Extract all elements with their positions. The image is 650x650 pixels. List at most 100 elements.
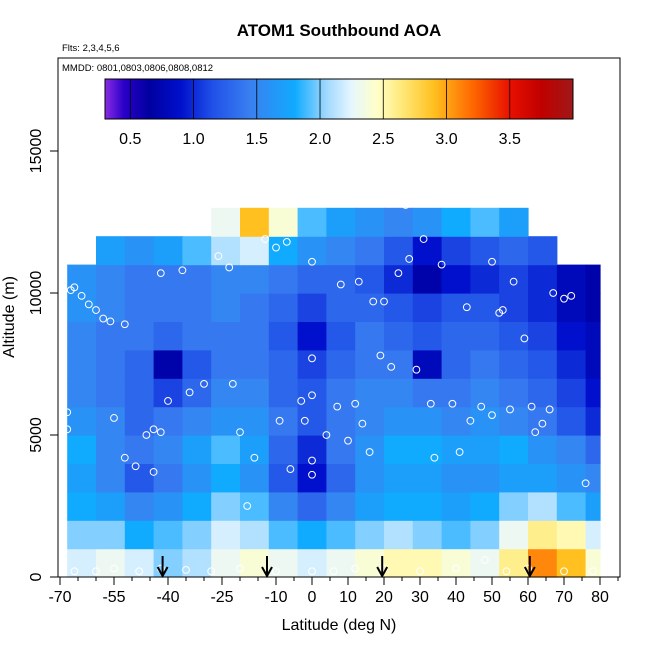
heatmap-cell — [585, 349, 601, 379]
heatmap-cell — [240, 264, 270, 294]
heatmap-cell — [355, 293, 385, 322]
heatmap-cell — [441, 491, 471, 521]
latitude-arrow — [523, 556, 536, 579]
heatmap-cell — [556, 435, 587, 464]
heatmap-cell — [441, 293, 471, 322]
heatmap-cell — [384, 406, 414, 436]
heatmap-cell — [153, 236, 183, 266]
heatmap-cell — [499, 321, 529, 351]
sample-marker — [182, 566, 190, 574]
colorbar-tick-label: 0.5 — [119, 131, 141, 148]
heatmap-cell — [326, 520, 356, 550]
heatmap-cell — [499, 293, 529, 322]
x-tick-label: 20 — [375, 589, 393, 606]
sample-marker — [297, 397, 306, 405]
sample-marker — [236, 564, 244, 573]
sample-marker — [560, 567, 568, 576]
sample-marker — [567, 291, 576, 300]
heatmap-cell — [124, 435, 155, 464]
heatmap-cell — [355, 463, 385, 493]
colorbar-tick-label: 2.0 — [309, 131, 331, 148]
sample-marker — [164, 397, 172, 405]
heatmap-cell — [556, 463, 587, 493]
sample-marker — [412, 365, 421, 374]
sample-marker — [84, 300, 93, 309]
x-tick-label: -40 — [156, 589, 179, 606]
x-tick-label: 70 — [555, 589, 573, 606]
heatmap-cell — [268, 520, 299, 550]
heatmap-cell — [153, 321, 183, 351]
heatmap-cell — [182, 264, 212, 294]
sample-marker — [588, 567, 597, 576]
heatmap-cell — [585, 321, 601, 351]
heatmap-cell — [211, 463, 241, 493]
heatmap-cell — [441, 264, 471, 294]
heatmap-cell — [153, 264, 183, 294]
heatmap-cell — [96, 520, 126, 550]
heatmap-cell — [441, 406, 471, 436]
heatmap-cell — [124, 264, 155, 294]
heatmap-cell — [585, 435, 601, 464]
colorbar-tick-label: 1.5 — [246, 131, 268, 148]
heatmap-cell — [268, 378, 299, 408]
heatmap-cell — [528, 236, 558, 266]
heatmap-cell — [355, 321, 385, 351]
sample-marker — [430, 453, 439, 462]
heatmap-cell — [326, 406, 356, 436]
heatmap-cell — [297, 548, 327, 578]
sample-marker — [236, 428, 244, 437]
sample-marker — [178, 266, 187, 275]
heatmap-cell — [441, 548, 471, 578]
heatmap-cell — [67, 406, 97, 436]
heatmap-cell — [182, 491, 212, 521]
sample-marker — [92, 567, 100, 576]
heatmap-cell — [67, 293, 97, 322]
sample-marker — [308, 567, 316, 576]
heatmap-cell — [211, 207, 241, 237]
sample-marker — [149, 425, 158, 434]
sample-marker — [250, 453, 259, 462]
heatmap-cell — [268, 435, 299, 464]
heatmap-cell — [355, 349, 385, 379]
heatmap-cell — [528, 491, 558, 521]
heatmap-cell — [355, 491, 385, 521]
heatmap-cell — [499, 207, 529, 237]
sample-marker — [225, 263, 234, 272]
colorbar: 0.5 1.0 1.5 2.0 2.5 3.0 3.5 — [104, 78, 574, 148]
y-tick-label: 5000 — [28, 417, 45, 453]
heatmap-cell — [96, 321, 126, 351]
sample-marker — [351, 399, 360, 408]
heatmap-cell — [297, 378, 327, 408]
heatmap-cell — [412, 349, 443, 379]
heatmap-cell — [153, 548, 183, 578]
heatmap-cell — [412, 491, 443, 521]
heatmap-cell — [556, 293, 587, 322]
sample-marker — [488, 257, 496, 266]
heatmap-cell — [240, 321, 270, 351]
heatmap-cell — [441, 435, 471, 464]
heatmap-cell — [470, 264, 500, 294]
heatmap-cell — [124, 520, 155, 550]
heatmap-cell — [499, 378, 529, 408]
heatmap-cell — [326, 463, 356, 493]
heatmap-cell — [441, 378, 471, 408]
heatmap-cell — [153, 435, 183, 464]
heatmap-cell — [585, 293, 601, 322]
dates-label: MMDD: 0801,0803,0806,0808,0812 — [62, 63, 213, 74]
heatmap-cell — [240, 378, 270, 408]
heatmap-cell — [211, 435, 241, 464]
sample-marker — [282, 237, 291, 246]
colorbar-tick-label: 2.5 — [372, 131, 394, 148]
heatmap-cell — [240, 236, 270, 266]
sample-marker — [308, 470, 316, 479]
heatmap-cell — [240, 520, 270, 550]
heatmap-cell — [182, 520, 212, 550]
sample-marker — [275, 416, 284, 425]
heatmap-cell — [67, 321, 97, 351]
heatmap-cell — [124, 321, 155, 351]
heatmap-cell — [326, 236, 356, 266]
heatmap-cell — [297, 406, 327, 436]
heatmap-cell — [556, 406, 587, 436]
heatmap-cell — [96, 491, 126, 521]
